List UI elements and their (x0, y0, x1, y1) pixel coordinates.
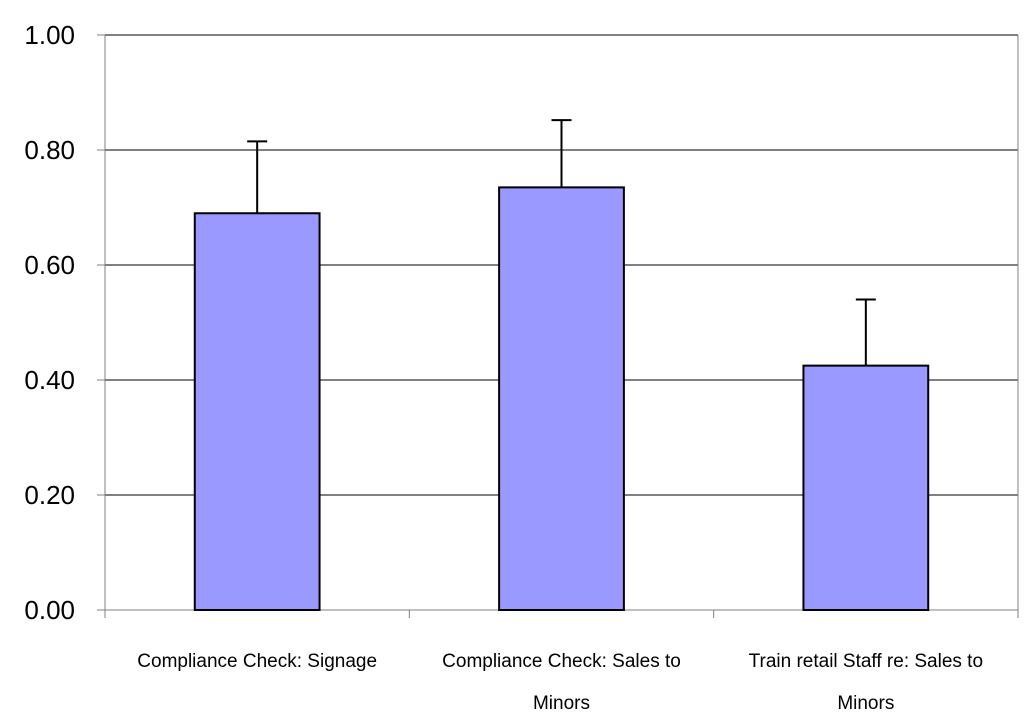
category-label: Train retail Staff re: Sales to (749, 651, 983, 672)
bar (802, 364, 930, 611)
y-tick-label: 0.40 (24, 365, 75, 395)
y-tick-label: 0.00 (24, 595, 75, 625)
category-label: Compliance Check: Sales to (442, 651, 681, 672)
category-label: Minors (837, 693, 894, 713)
y-tick-label: 0.60 (24, 250, 75, 280)
y-tick-label: 0.20 (24, 480, 75, 510)
y-tick-label: 0.80 (24, 135, 75, 165)
y-tick-label: 1.00 (24, 20, 75, 50)
bar (193, 212, 321, 611)
category-labels: Compliance Check: Signage Compliance Chec… (137, 651, 983, 713)
error-bars (247, 119, 876, 366)
bar (498, 186, 625, 611)
category-label: Minors (533, 693, 590, 713)
category-label: Compliance Check: Signage (137, 651, 377, 672)
y-tick-labels: 0.00 0.20 0.40 0.60 0.80 1.00 (24, 20, 75, 625)
bars (193, 186, 930, 611)
